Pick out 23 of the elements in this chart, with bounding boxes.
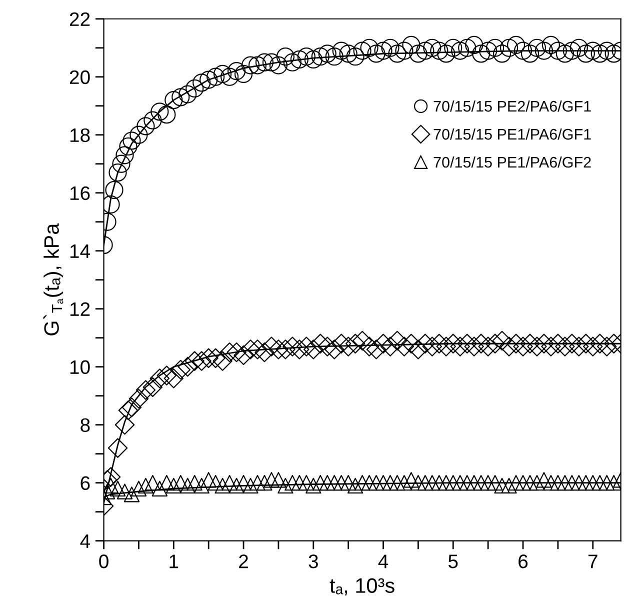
- x-tick-label: 2: [239, 554, 248, 568]
- y-tick-label: 10: [70, 360, 90, 374]
- y-axis-title: G`$_{Tₐ}$(tₐ), kPa: [43, 223, 64, 336]
- x-axis-title: tₐ, 10³s: [330, 578, 394, 596]
- x-tick-label: 3: [308, 554, 318, 568]
- y-tick-label: 6: [80, 476, 90, 490]
- y-tick-label: 18: [70, 128, 90, 142]
- x-tick-label: 4: [378, 554, 388, 568]
- x-tick-label: 7: [588, 554, 598, 568]
- legend-label: 70/15/15 PE1/PA6/GF1: [434, 128, 591, 140]
- x-tick-label: 1: [170, 554, 178, 568]
- y-tick-label: 4: [80, 534, 90, 548]
- legend-label: 70/15/15 PE2/PA6/GF1: [434, 100, 591, 112]
- x-tick-label: 5: [448, 554, 458, 568]
- y-tick-label: 16: [70, 186, 90, 200]
- y-tick-label: 14: [70, 244, 90, 258]
- y-tick-label: 22: [70, 12, 90, 26]
- y-tick-label: 12: [70, 302, 90, 316]
- legend-label: 70/15/15 PE1/PA6/GF2: [434, 156, 591, 168]
- x-tick-label: 0: [99, 554, 108, 568]
- y-tick-label: 8: [80, 418, 90, 432]
- x-tick-label: 6: [518, 554, 528, 568]
- y-tick-label: 20: [70, 70, 90, 84]
